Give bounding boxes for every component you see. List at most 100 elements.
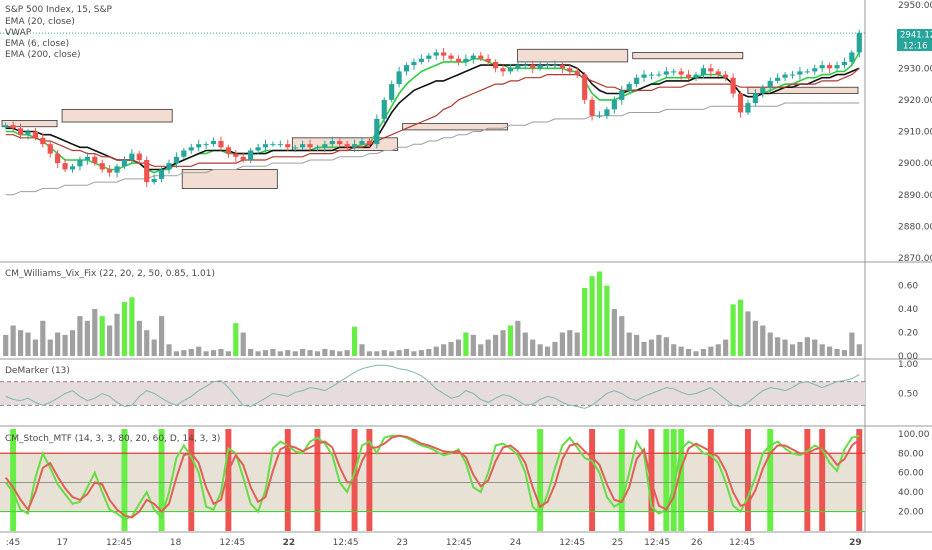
candle-body — [418, 58, 424, 62]
wvf-bar — [144, 330, 150, 356]
wvf-bar — [62, 334, 68, 356]
candle-body — [455, 58, 462, 62]
wvf-bar — [441, 344, 447, 356]
candle-body — [285, 144, 291, 148]
wvf-bar — [537, 344, 543, 356]
price-tick-label: 2880.00 — [898, 222, 932, 232]
candle-body — [166, 163, 172, 170]
wvf-bar — [611, 309, 617, 356]
wvf-bar — [641, 341, 647, 356]
wvf-bar — [3, 334, 9, 356]
price-tick-label: 2910.00 — [898, 128, 932, 138]
zone-box — [61, 108, 173, 123]
wvf-bar — [32, 339, 38, 356]
demarker-pane — [0, 364, 865, 409]
candle-body — [307, 144, 313, 148]
stoch-sell-signal — [707, 429, 714, 531]
candle-body — [114, 166, 120, 173]
candle-body — [210, 140, 217, 145]
wvf-bar — [403, 348, 410, 356]
time-tick-label: 12:45 — [729, 538, 755, 548]
price-pane — [1, 29, 862, 196]
wvf-bar — [730, 304, 736, 356]
candle-body — [678, 71, 684, 75]
candle-body — [582, 74, 588, 100]
wvf-bar — [478, 344, 484, 356]
stoch-sell-signal — [284, 429, 291, 531]
last-price-value: 2941.12 — [900, 31, 932, 41]
wvf-bar — [344, 350, 350, 356]
candle-body — [715, 71, 721, 75]
candle-body — [158, 169, 165, 179]
candle-body — [25, 131, 31, 135]
candle-body — [559, 65, 565, 69]
wvf-bar — [426, 348, 432, 356]
candle-body — [478, 55, 484, 59]
candle-body — [3, 125, 9, 127]
price-tick-label: 2870.00 — [898, 254, 932, 264]
candle-body — [344, 144, 350, 148]
candle-body — [107, 169, 113, 173]
candle-body — [196, 144, 202, 148]
candle-body — [403, 65, 410, 72]
candle-body — [411, 61, 417, 66]
wvf-bar — [151, 339, 157, 356]
price-legend: S&P 500 Index, 15, S&P EMA (20, close) V… — [5, 5, 112, 60]
time-tick-label: 12:45 — [644, 538, 670, 548]
wvf-bar — [262, 350, 269, 356]
candle-body — [366, 140, 373, 145]
candle-body — [789, 74, 796, 76]
time-tick-label: 12:45 — [559, 538, 585, 548]
wvf-bar — [389, 351, 395, 356]
wvf-tick-label: 0.60 — [898, 282, 918, 292]
wvf-bar — [745, 311, 751, 356]
candle-body — [69, 166, 76, 170]
candle-body — [685, 74, 692, 78]
candle-body — [522, 65, 528, 67]
candle-body — [62, 163, 68, 170]
wvf-bar — [500, 330, 506, 356]
time-tick-label: 23 — [396, 538, 407, 548]
time-tick-label: :45 — [6, 538, 20, 548]
price-tick-label: 2900.00 — [898, 159, 932, 169]
wvf-bar — [515, 320, 521, 356]
time-axis[interactable]: :45 17 12:45 18 12:45 22 12:45 23 12:45 24 12:45 25… — [6, 538, 862, 548]
candle-body — [626, 84, 632, 91]
wvf-bar — [270, 348, 276, 356]
wvf-bar — [671, 344, 677, 356]
candle-body — [834, 65, 840, 69]
candle-body — [55, 153, 61, 164]
wvf-bar — [114, 313, 120, 356]
candle-body — [225, 147, 231, 154]
candle-body — [337, 140, 343, 145]
wvf-bar — [285, 350, 291, 356]
stoch-pane — [0, 429, 865, 531]
stoch-sell-signal — [314, 429, 321, 531]
wvf-bar — [582, 287, 588, 356]
wvf-bar — [277, 351, 283, 356]
time-tick-label: 25 — [612, 538, 623, 548]
wvf-tick-label: 0.40 — [898, 305, 918, 315]
wvf-bar — [210, 350, 217, 356]
wvf-bar — [84, 320, 90, 356]
wvf-bar — [300, 348, 306, 356]
zone-box — [747, 86, 859, 94]
wvf-bar — [782, 339, 788, 356]
wvf-bar — [819, 344, 825, 356]
legend-vwap: VWAP — [5, 28, 32, 38]
stoch-buy-signal — [663, 429, 670, 531]
candle-body — [99, 163, 105, 170]
wvf-bar — [25, 332, 31, 356]
candle-body — [745, 103, 751, 113]
wvf-bar — [507, 325, 514, 356]
time-tick-label: 29 — [849, 538, 862, 548]
candle-body — [144, 159, 150, 183]
time-tick-label: 17 — [57, 538, 68, 548]
candles — [3, 29, 862, 188]
candle-body — [322, 144, 328, 148]
stoch-tick-label: 100.00 — [898, 430, 930, 440]
zone-box — [1, 120, 58, 128]
last-price-tag: 2941.12 12:16 — [897, 29, 932, 52]
wvf-bar — [700, 348, 707, 356]
stoch-sell-signal — [225, 429, 232, 531]
